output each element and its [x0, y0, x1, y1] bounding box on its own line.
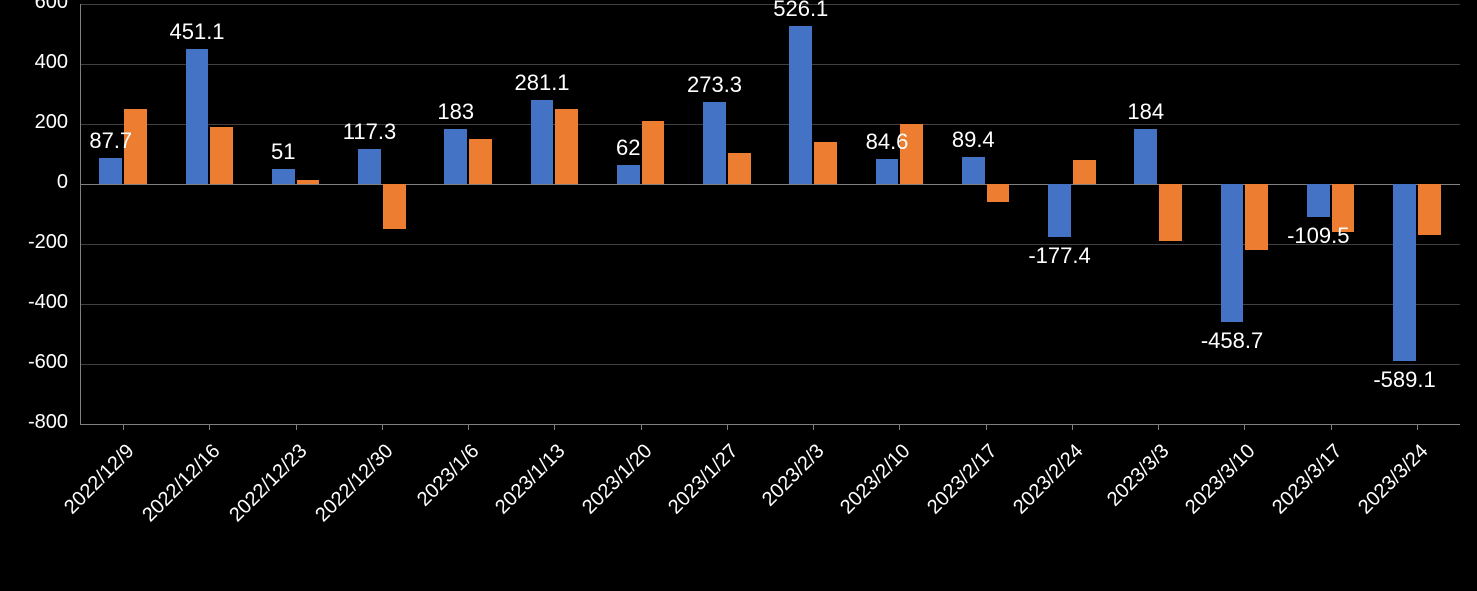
data-label: -589.1	[1373, 367, 1435, 393]
x-tick-mark	[813, 424, 814, 430]
bar-series-b	[555, 109, 578, 184]
bar-series-b	[642, 121, 665, 184]
bar-series-a	[962, 157, 985, 184]
bar-series-a	[703, 102, 726, 184]
bar-series-a	[358, 149, 381, 184]
x-tick-mark	[899, 424, 900, 430]
gridline	[80, 364, 1460, 365]
gridline	[80, 304, 1460, 305]
data-label: 117.3	[343, 119, 396, 145]
bar-series-a	[186, 49, 209, 184]
x-tick-mark	[986, 424, 987, 430]
bar-chart: -800-600-400-20002004006002022/12/987.72…	[0, 0, 1477, 591]
bar-series-b	[1245, 184, 1268, 250]
data-label: -458.7	[1201, 328, 1263, 354]
x-tick-mark	[1244, 424, 1245, 430]
data-label: 51	[271, 139, 295, 165]
y-tick-label: 400	[0, 51, 68, 74]
x-axis-bottom	[80, 424, 1460, 425]
data-label: 62	[616, 135, 640, 161]
data-label: -109.5	[1287, 223, 1349, 249]
x-tick-mark	[123, 424, 124, 430]
bar-series-a	[531, 100, 554, 184]
x-tick-mark	[382, 424, 383, 430]
data-label: -177.4	[1028, 243, 1090, 269]
bar-series-a	[1048, 184, 1071, 237]
data-label: 84.6	[866, 129, 909, 155]
y-tick-label: 0	[0, 171, 68, 194]
gridline	[80, 124, 1460, 125]
data-label: 281.1	[514, 70, 569, 96]
y-tick-label: 200	[0, 111, 68, 134]
bar-series-b	[210, 127, 233, 184]
x-tick-mark	[1158, 424, 1159, 430]
data-label: 87.7	[89, 128, 132, 154]
bar-series-b	[814, 142, 837, 184]
bar-series-b	[1073, 160, 1096, 184]
bar-series-b	[728, 153, 751, 185]
bar-series-a	[789, 26, 812, 184]
bar-series-b	[1418, 184, 1441, 235]
x-tick-mark	[1331, 424, 1332, 430]
x-tick-mark	[1072, 424, 1073, 430]
bar-series-b	[383, 184, 406, 229]
data-label: 451.1	[169, 19, 224, 45]
x-tick-mark	[209, 424, 210, 430]
bar-series-a	[1393, 184, 1416, 361]
bar-series-b	[987, 184, 1010, 202]
gridline	[80, 64, 1460, 65]
data-label: 183	[437, 99, 474, 125]
y-tick-label: -200	[0, 231, 68, 254]
y-tick-label: -600	[0, 351, 68, 374]
gridline	[80, 4, 1460, 5]
x-tick-mark	[1417, 424, 1418, 430]
x-tick-mark	[296, 424, 297, 430]
plot-area	[80, 4, 1460, 424]
x-tick-mark	[727, 424, 728, 430]
bar-series-b	[469, 139, 492, 184]
y-tick-label: -400	[0, 291, 68, 314]
data-label: 184	[1127, 99, 1164, 125]
bar-series-b	[1159, 184, 1182, 241]
x-tick-mark	[468, 424, 469, 430]
data-label: 89.4	[952, 127, 995, 153]
bar-series-a	[272, 169, 295, 184]
x-tick-mark	[641, 424, 642, 430]
x-tick-mark	[554, 424, 555, 430]
bar-series-a	[1134, 129, 1157, 184]
y-axis	[80, 4, 81, 424]
bar-series-a	[1221, 184, 1244, 322]
y-tick-label: -800	[0, 411, 68, 434]
bar-series-b	[297, 180, 320, 185]
bar-series-a	[444, 129, 467, 184]
bar-series-a	[99, 158, 122, 184]
data-label: 273.3	[687, 72, 742, 98]
y-tick-label: 600	[0, 0, 68, 14]
data-label: 526.1	[773, 0, 828, 22]
bar-series-a	[876, 159, 899, 184]
bar-series-a	[617, 165, 640, 184]
bar-series-a	[1307, 184, 1330, 217]
